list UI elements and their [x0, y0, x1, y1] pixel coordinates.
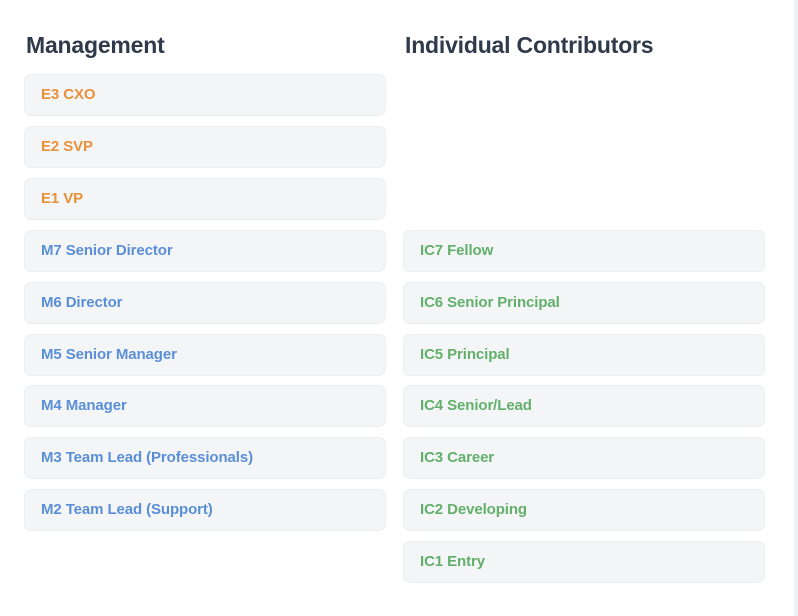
level-label: IC6 Senior Principal — [420, 294, 560, 311]
level-label: M5 Senior Manager — [41, 346, 177, 363]
level-label: M7 Senior Director — [41, 242, 173, 259]
level-card-ic3[interactable]: IC3 Career — [404, 438, 764, 478]
level-label: IC5 Principal — [420, 346, 510, 363]
level-card-m7[interactable]: M7 Senior Director — [25, 231, 385, 271]
level-card-m2[interactable]: M2 Team Lead (Support) — [25, 490, 385, 530]
level-card-e1[interactable]: E1 VP — [25, 179, 385, 219]
level-label: M3 Team Lead (Professionals) — [41, 449, 253, 466]
level-label: IC7 Fellow — [420, 242, 494, 259]
level-card-m5[interactable]: M5 Senior Manager — [25, 335, 385, 375]
level-label: M4 Manager — [41, 397, 127, 414]
level-label: E3 CXO — [41, 86, 96, 103]
management-heading: Management — [26, 32, 165, 58]
level-card-ic6[interactable]: IC6 Senior Principal — [404, 283, 764, 323]
level-card-m4[interactable]: M4 Manager — [25, 386, 385, 426]
level-label: IC3 Career — [420, 449, 495, 466]
level-card-m6[interactable]: M6 Director — [25, 283, 385, 323]
level-label: IC4 Senior/Lead — [420, 397, 532, 414]
level-card-ic1[interactable]: IC1 Entry — [404, 542, 764, 582]
level-card-e2[interactable]: E2 SVP — [25, 127, 385, 167]
level-card-e3[interactable]: E3 CXO — [25, 75, 385, 115]
level-label: E2 SVP — [41, 138, 93, 155]
level-card-ic4[interactable]: IC4 Senior/Lead — [404, 386, 764, 426]
level-label: M2 Team Lead (Support) — [41, 501, 213, 518]
level-label: M6 Director — [41, 294, 123, 311]
level-label: IC2 Developing — [420, 501, 527, 518]
individual-contributors-heading: Individual Contributors — [405, 32, 654, 58]
level-card-ic5[interactable]: IC5 Principal — [404, 335, 764, 375]
level-card-ic2[interactable]: IC2 Developing — [404, 490, 764, 530]
level-label: IC1 Entry — [420, 553, 485, 570]
level-label: E1 VP — [41, 190, 84, 207]
level-card-ic7[interactable]: IC7 Fellow — [404, 231, 764, 271]
scrollbar-track[interactable] — [794, 0, 798, 616]
level-card-m3[interactable]: M3 Team Lead (Professionals) — [25, 438, 385, 478]
